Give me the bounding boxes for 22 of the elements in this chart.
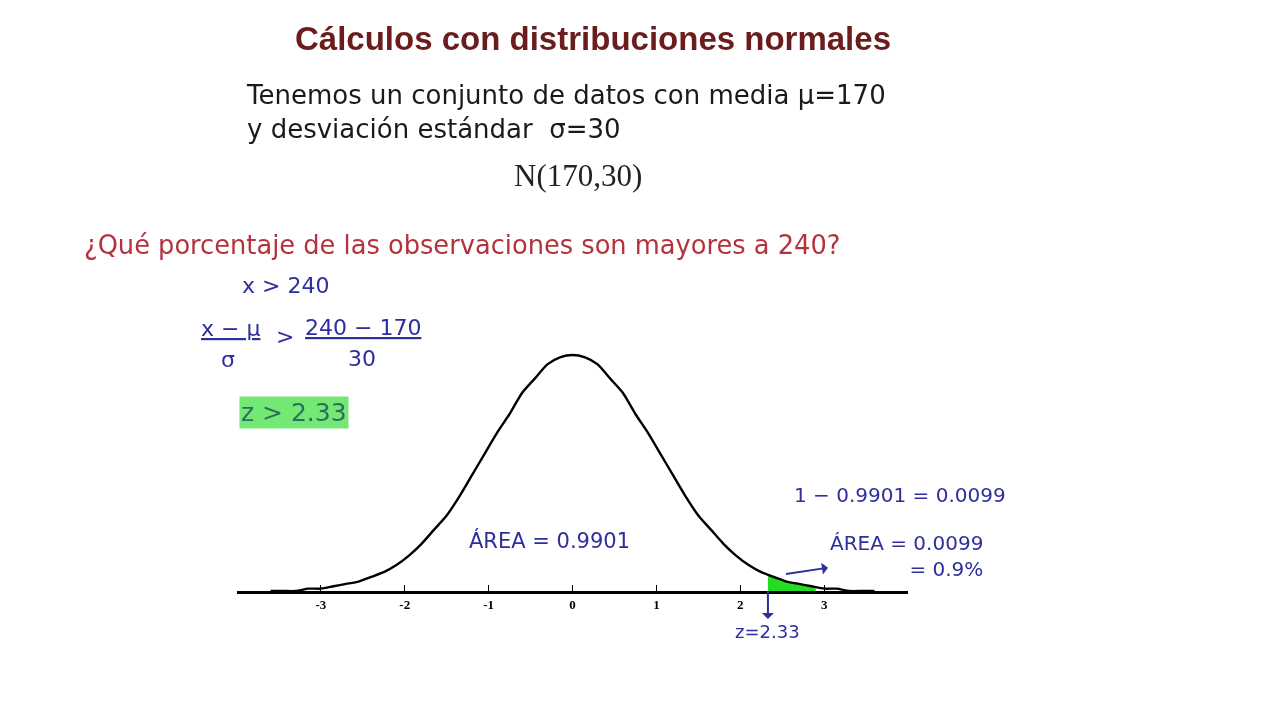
text: N(170,30) [514,158,643,193]
text: x − μ [201,316,261,341]
x-tick-label: -3 [315,597,327,613]
annotation: ÁREA = 0.0099 = 0.9% [830,531,984,581]
x-tick-label: -2 [399,597,411,613]
annotation: ÁREA = 0.9901 [469,528,631,553]
x-tick-label: 2 [737,597,744,613]
x-tick-label: 0 [569,597,576,613]
chart-subtitle: Tenemos un conjunto de datos con media μ=170 y desviación estándar σ=30 [246,80,886,144]
annotation: z > 2.33 [241,398,347,427]
annotation: 30 [348,346,376,371]
x-tick-label: 3 [820,597,828,613]
text: σ [221,347,235,372]
text: ¿Qué porcentaje de las observaciones son mayores a 240? [84,230,841,260]
annotation: z=2.33 [735,621,800,642]
text: 240 − 170 [305,315,422,340]
x-tick-label: -1 [483,597,495,613]
annotation: 1 − 0.9901 = 0.0099 [794,483,1006,507]
text: > [276,324,295,349]
x-tick-label: 1 [653,597,660,613]
chart-title: Cálculos con distribuciones normales [295,19,891,57]
text: x > 240 [242,273,330,298]
